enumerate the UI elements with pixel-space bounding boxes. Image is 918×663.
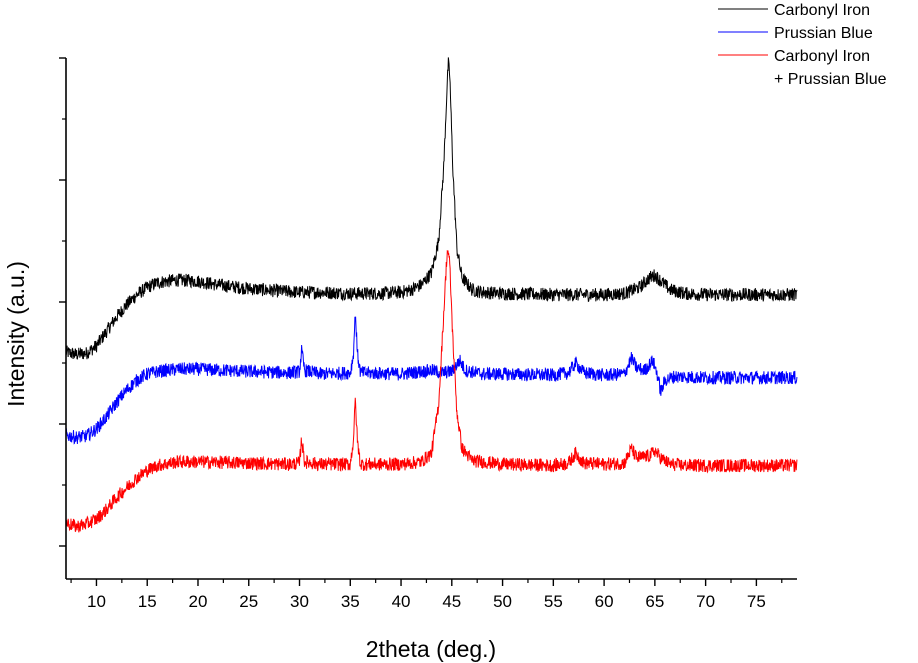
- x-tick-label: 75: [747, 592, 766, 611]
- series-line-2: [65, 250, 798, 533]
- x-tick-label: 65: [645, 592, 664, 611]
- legend-label-1: Prussian Blue: [774, 25, 873, 42]
- legend-label-0: Carbonyl Iron: [774, 2, 870, 19]
- x-tick-label: 40: [392, 592, 411, 611]
- x-tick-label: 60: [595, 592, 614, 611]
- axes: [65, 58, 797, 580]
- x-tick-label: 45: [442, 592, 461, 611]
- x-tick-label: 25: [239, 592, 258, 611]
- series-line-0: [65, 57, 798, 360]
- series-line-1: [65, 316, 798, 445]
- x-tick-label: 20: [189, 592, 208, 611]
- x-tick-label: 10: [87, 592, 106, 611]
- x-tick-label: 30: [290, 592, 309, 611]
- x-tick-label: 55: [544, 592, 563, 611]
- legend-label-2: Carbonyl Iron + Prussian Blue: [774, 48, 887, 88]
- x-tick-label: 70: [696, 592, 715, 611]
- x-ticks: 10 15 20 25 30 35 40 45 50 55 60 65 70 75: [70, 579, 783, 611]
- plot-lines: [65, 57, 798, 533]
- x-tick-label: 15: [138, 592, 157, 611]
- x-tick-label: 35: [341, 592, 360, 611]
- y-ticks: [59, 57, 66, 547]
- y-axis-title: Intensity (a.u.): [3, 261, 29, 407]
- x-axis-title: 2theta (deg.): [366, 636, 496, 662]
- legend: Carbonyl Iron Prussian Blue Carbonyl Iron +…: [718, 2, 887, 88]
- x-tick-label: 50: [493, 592, 512, 611]
